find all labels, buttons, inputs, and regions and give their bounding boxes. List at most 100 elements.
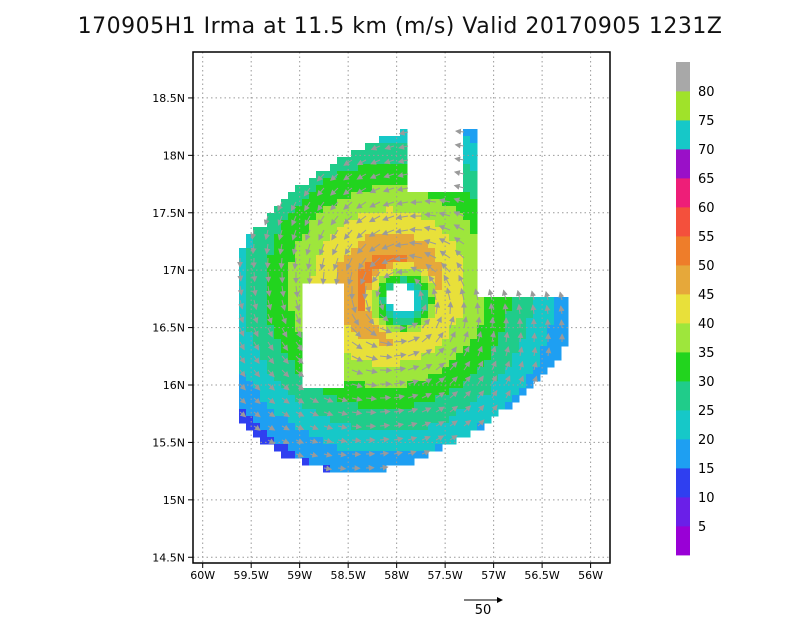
field-cell	[246, 276, 254, 284]
field-cell	[239, 353, 247, 361]
field-cell	[484, 318, 492, 326]
field-cell	[470, 213, 478, 221]
field-cell	[316, 241, 324, 249]
field-cell	[330, 416, 338, 424]
field-cell	[463, 395, 471, 403]
field-cell	[337, 388, 345, 396]
wind-vector	[371, 271, 381, 283]
field-cell	[358, 325, 366, 333]
field-cell	[449, 423, 457, 431]
field-cell	[547, 311, 555, 319]
field-cell	[344, 213, 352, 221]
field-cell	[470, 346, 478, 354]
wind-vector	[351, 313, 360, 326]
field-cell	[309, 269, 317, 277]
field-cell	[463, 150, 471, 158]
field-cell	[351, 192, 359, 200]
field-cell	[260, 255, 268, 263]
field-cell	[358, 395, 366, 403]
field-cell	[274, 374, 282, 382]
wind-vector	[421, 393, 432, 399]
field-cell	[351, 255, 359, 263]
field-cell	[442, 311, 450, 319]
field-cell	[470, 150, 478, 158]
field-cell	[386, 423, 394, 431]
field-cell	[281, 255, 289, 263]
wind-vector	[281, 313, 287, 325]
field-cell	[407, 409, 415, 417]
field-cell	[533, 374, 541, 382]
wind-vector	[424, 198, 437, 205]
field-cell	[337, 220, 345, 228]
field-cell	[260, 409, 268, 417]
field-cell	[281, 430, 289, 438]
field-cell	[274, 297, 282, 305]
field-cell	[400, 437, 408, 445]
field-cell	[288, 346, 296, 354]
field-cell	[435, 423, 443, 431]
field-cell	[372, 360, 380, 368]
field-cell	[414, 206, 422, 214]
field-cell	[267, 304, 275, 312]
wind-vector	[382, 215, 395, 222]
field-cell	[484, 311, 492, 319]
wind-vector	[331, 229, 339, 241]
field-cell	[491, 409, 499, 417]
field-cell	[323, 213, 331, 221]
field-cell	[295, 325, 303, 333]
wind-vector	[281, 341, 289, 352]
field-cell	[379, 360, 387, 368]
wind-vector	[351, 341, 363, 350]
field-cell	[505, 311, 513, 319]
wind-vector	[393, 338, 408, 345]
field-cell	[365, 346, 373, 354]
wind-vector	[356, 159, 367, 166]
field-cell	[477, 339, 485, 347]
field-cell	[449, 192, 457, 200]
field-cell	[379, 150, 387, 158]
field-cell	[358, 360, 366, 368]
field-cell	[274, 248, 282, 256]
field-cell	[344, 374, 352, 382]
field-cell	[260, 269, 268, 277]
field-cell	[253, 430, 261, 438]
field-cell	[246, 388, 254, 396]
field-cell	[463, 409, 471, 417]
field-cell	[337, 192, 345, 200]
field-cell	[386, 276, 394, 284]
field-cell	[470, 178, 478, 186]
field-cell	[358, 227, 366, 235]
field-cell	[442, 367, 450, 375]
field-cell	[463, 164, 471, 172]
field-cell	[358, 213, 366, 221]
field-cell	[407, 346, 415, 354]
field-cell	[470, 339, 478, 347]
field-cell	[554, 339, 562, 347]
field-cell	[365, 255, 373, 263]
field-cell	[274, 269, 282, 277]
wind-vector	[281, 397, 290, 404]
wind-vector	[265, 271, 272, 283]
field-cell	[470, 325, 478, 333]
field-cell	[274, 311, 282, 319]
field-cell	[435, 255, 443, 263]
field-cell	[470, 185, 478, 193]
field-cell	[379, 234, 387, 242]
field-cell	[330, 465, 338, 473]
colorbar-label: 75	[698, 114, 715, 129]
y-tick-label: 16N	[163, 379, 185, 392]
field-cell	[239, 339, 247, 347]
field-cell	[274, 346, 282, 354]
colorbar-swatch	[676, 236, 690, 266]
field-cell	[561, 339, 569, 347]
wind-vector	[421, 363, 433, 371]
wind-vector	[266, 313, 273, 325]
field-cell	[449, 283, 457, 291]
field-cell	[260, 367, 268, 375]
field-cell	[393, 353, 401, 361]
field-cell	[379, 374, 387, 382]
field-cell	[316, 395, 324, 403]
field-cell	[484, 297, 492, 305]
wind-vector	[329, 173, 339, 182]
wind-vector	[323, 437, 333, 444]
